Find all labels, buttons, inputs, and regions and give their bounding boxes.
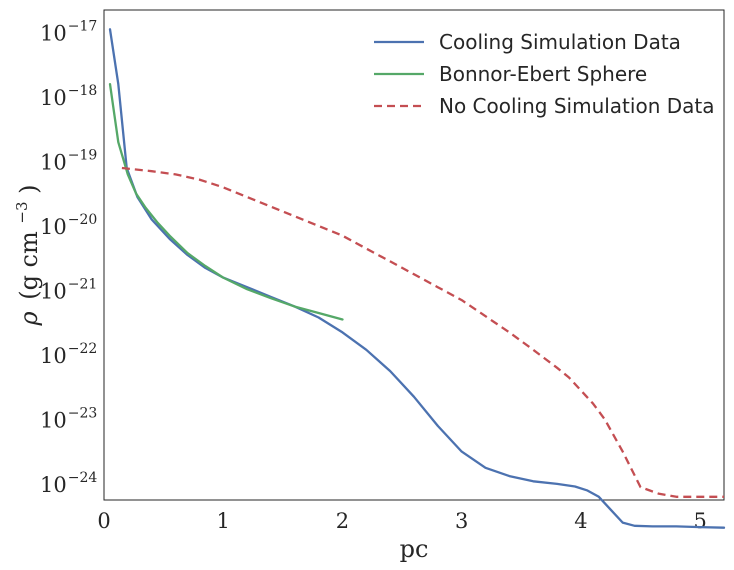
x-tick-label: 1 bbox=[217, 509, 230, 533]
x-tick-label: 2 bbox=[336, 509, 349, 533]
series-line-1 bbox=[108, 82, 344, 321]
y-tick-label: 10−17 bbox=[40, 19, 97, 46]
series-layer bbox=[108, 28, 726, 529]
y-tick-label: 10−24 bbox=[40, 470, 97, 497]
x-tick-label: 3 bbox=[455, 509, 468, 533]
legend: Cooling Simulation Data Bonnor-Ebert Sphe… bbox=[374, 30, 714, 118]
x-axis-title: pc bbox=[400, 535, 429, 563]
y-tick-label: 10−22 bbox=[40, 341, 97, 368]
y-tick-label: 10−18 bbox=[40, 83, 97, 110]
y-axis-unit-close: ) bbox=[15, 184, 43, 193]
legend-label: Bonnor-Ebert Sphere bbox=[439, 62, 647, 86]
y-axis-title: ρ (g cm −3 ) bbox=[5, 184, 43, 326]
x-tick-label: 0 bbox=[97, 509, 110, 533]
y-tick-label: 10−23 bbox=[40, 405, 97, 432]
legend-label: No Cooling Simulation Data bbox=[439, 94, 714, 118]
y-axis-ticks: 10−17 10−18 10−19 10−20 10−21 10−22 10−23 10−24 bbox=[40, 19, 97, 497]
y-tick-label: 10−21 bbox=[40, 276, 97, 303]
x-tick-label: 4 bbox=[574, 509, 587, 533]
legend-label: Cooling Simulation Data bbox=[439, 30, 681, 54]
y-axis-symbol: ρ bbox=[15, 311, 43, 326]
y-axis-unit-open: (g cm bbox=[15, 231, 43, 300]
y-axis-unit-exponent: −3 bbox=[13, 201, 31, 223]
y-tick-label: 10−19 bbox=[40, 148, 97, 175]
series-line-2 bbox=[121, 166, 724, 498]
series-line-0 bbox=[108, 28, 726, 529]
y-tick-label: 10−20 bbox=[40, 212, 97, 239]
x-axis-ticks: 0 1 2 3 4 5 bbox=[97, 509, 707, 533]
x-tick-label: 5 bbox=[693, 509, 706, 533]
plot-frame bbox=[103, 9, 725, 501]
